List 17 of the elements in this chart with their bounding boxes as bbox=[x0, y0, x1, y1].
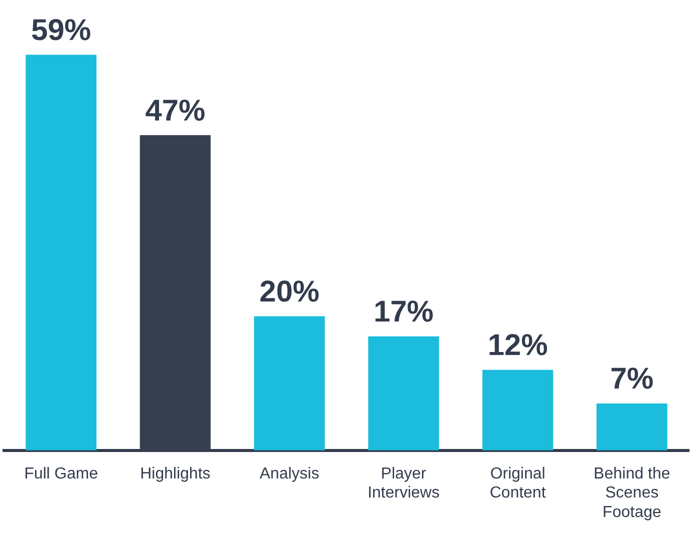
bar bbox=[26, 54, 96, 450]
x-tick-label: Original Content bbox=[490, 465, 546, 502]
x-tick-label: Highlights bbox=[140, 465, 210, 482]
x-tick-label: Analysis bbox=[260, 465, 320, 482]
data-label: 59% bbox=[31, 14, 92, 47]
bar bbox=[254, 316, 325, 450]
data-label: 20% bbox=[259, 276, 320, 309]
data-label: 47% bbox=[145, 94, 206, 128]
x-tick-label: Player Interviews bbox=[368, 465, 440, 502]
bar bbox=[596, 403, 668, 450]
x-tick-label: Full Game bbox=[24, 465, 98, 482]
bar bbox=[368, 336, 439, 450]
data-label: 12% bbox=[488, 329, 548, 362]
bar bbox=[482, 370, 554, 450]
data-label: 17% bbox=[374, 296, 434, 329]
x-tick-label: Behind the Scenes Footage bbox=[594, 465, 670, 521]
data-label: 7% bbox=[610, 362, 654, 396]
